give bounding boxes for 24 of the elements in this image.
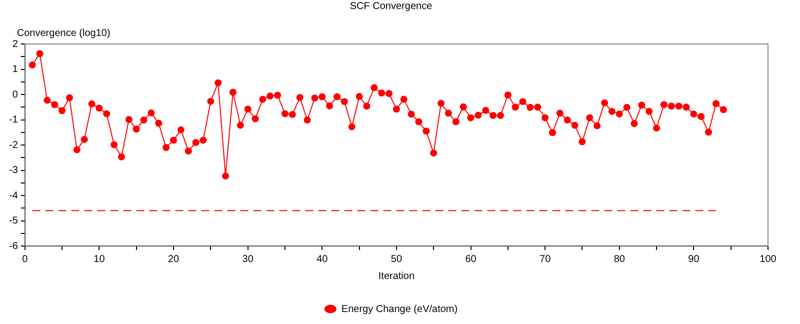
x-tick-label: 0 [22,254,28,265]
x-tick-label: 80 [614,254,626,265]
legend-label: Energy Change (eV/atom) [341,304,458,315]
x-tick-label: 20 [168,254,180,265]
x-axis-title: Iteration [378,270,415,282]
y-tick-label: -5 [8,216,18,226]
x-tick-label: 70 [540,254,552,265]
y-tick-label: 0 [12,89,18,100]
x-tick-label: 60 [465,254,477,265]
y-tick-label: -6 [8,240,18,252]
x-tick-label: 30 [242,254,254,265]
y-tick-label: -2 [8,140,18,151]
x-tick-label: 100 [760,254,777,265]
x-tick-label: 50 [390,254,402,265]
chart-title: SCF Convergence [350,0,433,12]
y-axis-title: Convergence (log10) [16,28,110,39]
x-tick-label: 10 [94,254,106,265]
y-tick-label: -4 [8,190,18,202]
y-tick-label: 1 [12,64,18,75]
y-tick-label: 2 [12,38,18,50]
x-tick-label: 40 [316,254,328,265]
x-tick-label: 90 [688,254,700,265]
y-tick-label: -1 [8,114,18,126]
y-tick-label: -3 [8,165,18,176]
